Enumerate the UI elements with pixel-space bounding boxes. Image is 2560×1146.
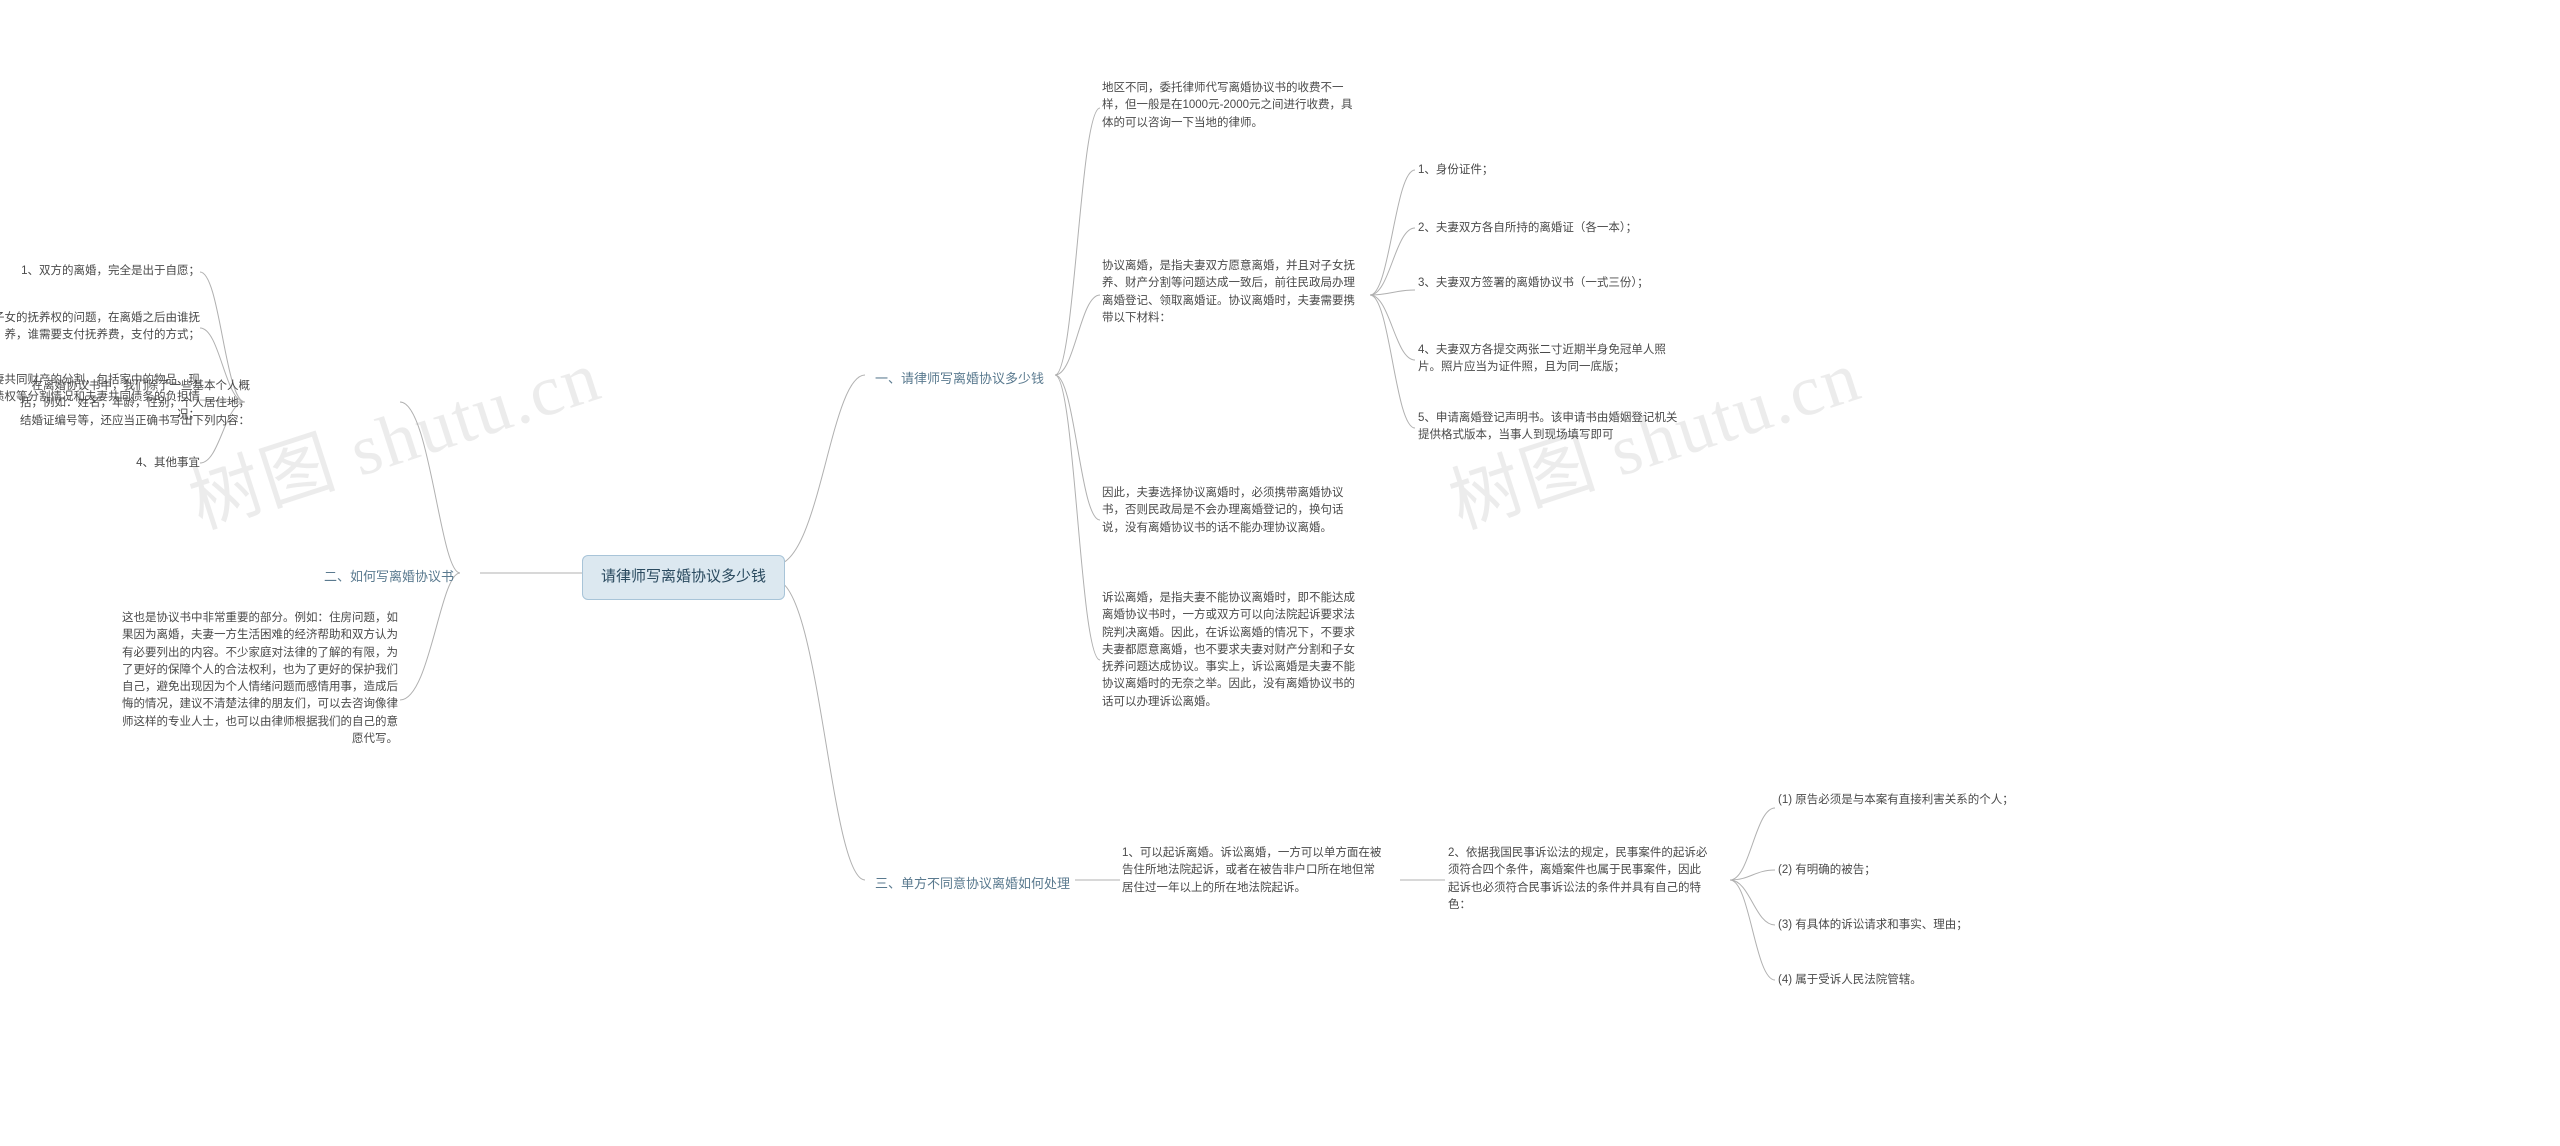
left-c1-g3: 3、夫妻共同财产的分割，包括家中的物品、现金、债权等分割情况和夫妻共同债务的负担… (0, 372, 200, 424)
right-b1-c4: 诉讼离婚，是指夫妻不能协议离婚时，即不能达成离婚协议书时，一方或双方可以向法院起… (1102, 590, 1362, 711)
right-b1-c1: 地区不同，委托律师代写离婚协议书的收费不一样，但一般是在1000元-2000元之… (1102, 80, 1362, 132)
right-b2-sub-g1: (1) 原告必须是与本案有直接利害关系的个人； (1778, 792, 2038, 809)
right-b2-sub-g4: (4) 属于受诉人民法院管辖。 (1778, 972, 2038, 989)
branch-left-1[interactable]: 二、如何写离婚协议书 (316, 563, 462, 591)
right-b1-c2-g4: 4、夫妻双方各提交两张二寸近期半身免冠单人照片。照片应当为证件照，且为同一底版； (1418, 342, 1678, 377)
right-b1-c2-g2: 2、夫妻双方各自所持的离婚证（各一本）； (1418, 220, 1678, 237)
left-c1-g4: 4、其他事宜 (110, 455, 200, 472)
right-b2-c1-sub: 2、依据我国民事诉讼法的规定，民事案件的起诉必须符合四个条件，离婚案件也属于民事… (1448, 845, 1708, 914)
right-b2-sub-g2: (2) 有明确的被告； (1778, 862, 2038, 879)
root-node[interactable]: 请律师写离婚协议多少钱 (582, 555, 785, 600)
right-b1-c3: 因此，夫妻选择协议离婚时，必须携带离婚协议书，否则民政局是不会办理离婚登记的，换… (1102, 485, 1362, 537)
branch-right-2[interactable]: 三、单方不同意协议离婚如何处理 (867, 870, 1078, 898)
right-b1-c2-g3: 3、夫妻双方签署的离婚协议书（一式三份）； (1418, 275, 1678, 292)
left-c1-g2: 2、子女的抚养权的问题，在离婚之后由谁抚养，谁需要支付抚养费，支付的方式； (0, 310, 200, 345)
branch-right-1[interactable]: 一、请律师写离婚协议多少钱 (867, 365, 1052, 393)
watermark-1: 树图 shutu.cn (174, 317, 612, 548)
right-b2-c1: 1、可以起诉离婚。诉讼离婚，一方可以单方面在被告住所地法院起诉，或者在被告非户口… (1122, 845, 1382, 897)
right-b1-c2-g5: 5、申请离婚登记声明书。该申请书由婚姻登记机关提供格式版本，当事人到现场填写即可 (1418, 410, 1678, 445)
left-c1-g1: 1、双方的离婚，完全是出于自愿； (5, 263, 200, 280)
right-b2-sub-g3: (3) 有具体的诉讼请求和事实、理由； (1778, 917, 2038, 934)
right-b1-c2-g1: 1、身份证件； (1418, 162, 1678, 179)
left-c2: 这也是协议书中非常重要的部分。例如：住房问题，如果因为离婚，夫妻一方生活困难的经… (118, 610, 398, 748)
right-b1-c2: 协议离婚，是指夫妻双方愿意离婚，并且对子女抚养、财产分割等问题达成一致后，前往民… (1102, 258, 1362, 327)
